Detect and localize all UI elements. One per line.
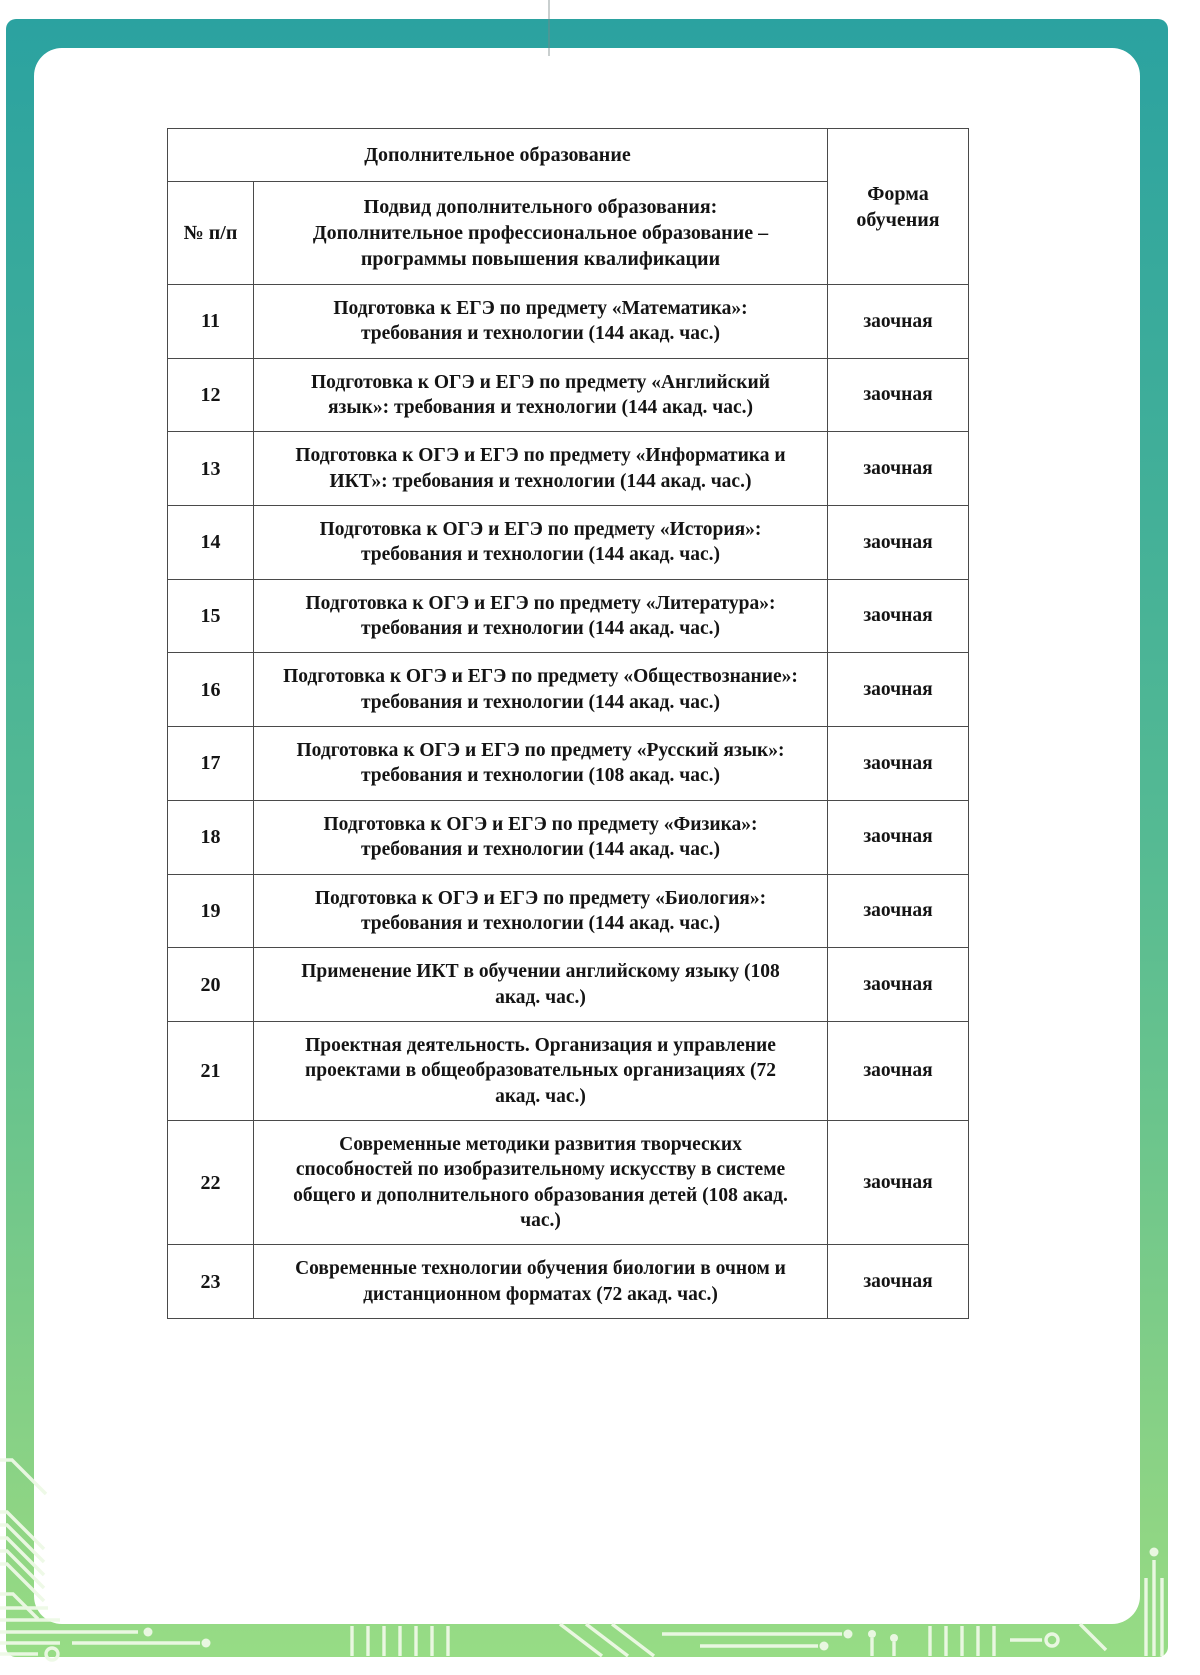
table-row: 12 Подготовка к ОГЭ и ЕГЭ по предмету «А…	[167, 357, 969, 433]
row-number-cell: 22	[167, 1119, 254, 1246]
table-row: 14 Подготовка к ОГЭ и ЕГЭ по предмету «И…	[167, 505, 969, 580]
study-form-header: Форма обучения	[827, 128, 969, 285]
program-title-cell: Применение ИКТ в обучении английскому яз…	[253, 947, 828, 1022]
program-title-cell: Подготовка к ОГЭ и ЕГЭ по предмету «Англ…	[253, 357, 828, 433]
row-number-cell: 16	[167, 652, 254, 728]
study-form-cell: заочная	[827, 873, 969, 949]
table-row: 22 Современные методики развития творчес…	[167, 1119, 969, 1246]
program-title-cell: Подготовка к ОГЭ и ЕГЭ по предмету «Обще…	[253, 652, 828, 728]
table-row: 20 Применение ИКТ в обучении английскому…	[167, 947, 969, 1022]
program-title-cell: Проектная деятельность. Организация и уп…	[253, 1020, 828, 1121]
study-form-cell: заочная	[827, 1020, 969, 1121]
study-form-cell: заочная	[827, 578, 969, 654]
education-programs-table: Дополнительное образование Форма обучени…	[167, 128, 969, 1319]
program-title-cell: Подготовка к ОГЭ и ЕГЭ по предмету «Лите…	[253, 578, 828, 654]
table-row: 17 Подготовка к ОГЭ и ЕГЭ по предмету «Р…	[167, 726, 969, 801]
table-row: 23 Современные технологии обучения биоло…	[167, 1244, 969, 1319]
program-title-cell: Современные методики развития творческих…	[253, 1119, 828, 1246]
study-form-cell: заочная	[827, 431, 969, 507]
table-header-group-row: Дополнительное образование Форма обучени…	[167, 128, 969, 285]
program-title-cell: Подготовка к ОГЭ и ЕГЭ по предмету «Биол…	[253, 873, 828, 949]
program-title-cell: Подготовка к ОГЭ и ЕГЭ по предмету «Исто…	[253, 505, 828, 580]
row-number-cell: 23	[167, 1244, 254, 1319]
row-number-cell: 12	[167, 357, 254, 433]
program-title-cell: Современные технологии обучения биологии…	[253, 1244, 828, 1319]
program-title-cell: Подготовка к ОГЭ и ЕГЭ по предмету «Инфо…	[253, 431, 828, 507]
row-number-cell: 17	[167, 726, 254, 801]
table-row: 13 Подготовка к ОГЭ и ЕГЭ по предмету «И…	[167, 431, 969, 507]
study-form-cell: заочная	[827, 652, 969, 728]
study-form-cell: заочная	[827, 284, 969, 359]
table-row: 15 Подготовка к ОГЭ и ЕГЭ по предмету «Л…	[167, 578, 969, 654]
row-number-cell: 18	[167, 799, 254, 875]
table-row: 21 Проектная деятельность. Организация и…	[167, 1020, 969, 1121]
table-row: 18 Подготовка к ОГЭ и ЕГЭ по предмету «Ф…	[167, 799, 969, 875]
program-subtype-header: Подвид дополнительного образования: Допо…	[253, 181, 828, 285]
row-number-cell: 11	[167, 284, 254, 359]
row-number-cell: 20	[167, 947, 254, 1022]
table-row: 11 Подготовка к ЕГЭ по предмету «Математ…	[167, 284, 969, 359]
study-form-cell: заочная	[827, 357, 969, 433]
program-title-cell: Подготовка к ЕГЭ по предмету «Математика…	[253, 284, 828, 359]
table-row: 16 Подготовка к ОГЭ и ЕГЭ по предмету «О…	[167, 652, 969, 728]
row-number-cell: 14	[167, 505, 254, 580]
row-number-header: № п/п	[167, 181, 254, 285]
program-title-cell: Подготовка к ОГЭ и ЕГЭ по предмету «Русс…	[253, 726, 828, 801]
table-header-row: № п/п Подвид дополнительного образования…	[167, 181, 969, 285]
program-title-cell: Подготовка к ОГЭ и ЕГЭ по предмету «Физи…	[253, 799, 828, 875]
study-form-cell: заочная	[827, 1119, 969, 1246]
row-number-cell: 15	[167, 578, 254, 654]
study-form-cell: заочная	[827, 726, 969, 801]
study-form-cell: заочная	[827, 505, 969, 580]
row-number-cell: 19	[167, 873, 254, 949]
study-form-cell: заочная	[827, 799, 969, 875]
row-number-cell: 21	[167, 1020, 254, 1121]
table-row: 19 Подготовка к ОГЭ и ЕГЭ по предмету «Б…	[167, 873, 969, 949]
study-form-cell: заочная	[827, 947, 969, 1022]
study-form-cell: заочная	[827, 1244, 969, 1319]
row-number-cell: 13	[167, 431, 254, 507]
education-type-header: Дополнительное образование	[167, 128, 828, 182]
scan-fold-artifact	[548, 0, 550, 56]
